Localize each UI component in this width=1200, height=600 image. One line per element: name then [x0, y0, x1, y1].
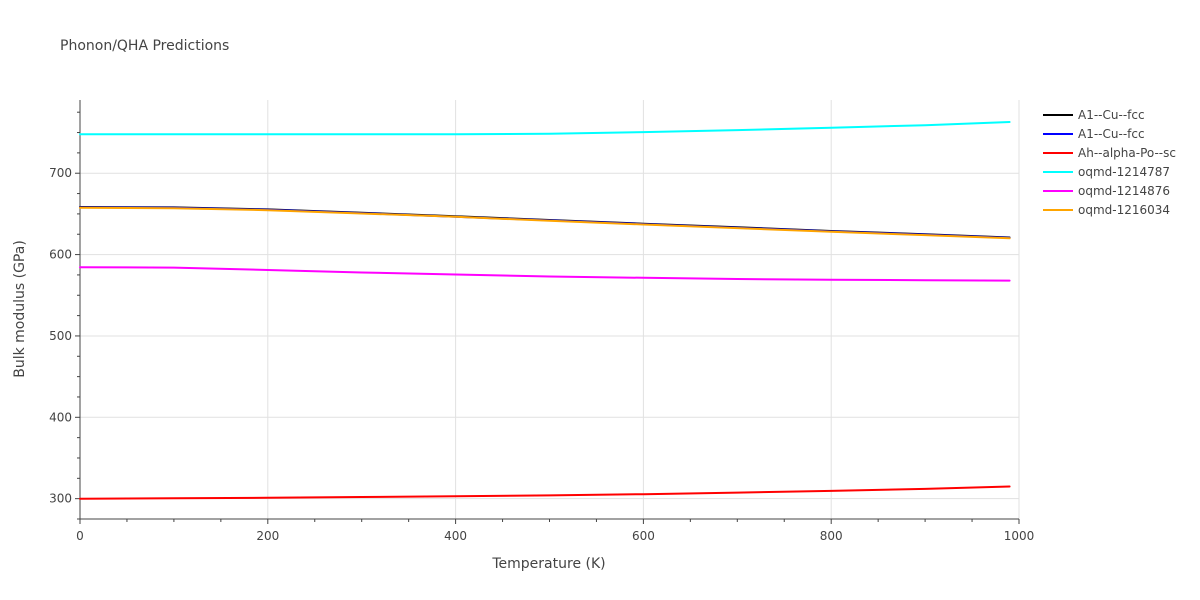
chart-title: Phonon/QHA Predictions — [60, 38, 229, 54]
x-axis-title: Temperature (K) — [491, 556, 605, 572]
series-layer — [79, 121, 1011, 500]
y-tick-label: 700 — [49, 166, 72, 180]
y-tick-label: 300 — [49, 492, 72, 506]
axes: 0 200 400 600 800 1000 300 400 500 600 700 — [49, 100, 1034, 543]
x-tick-label: 400 — [444, 529, 467, 543]
y-tick-label: 400 — [49, 410, 72, 424]
x-tick-label: 600 — [632, 529, 655, 543]
legend-label: oqmd-1214787 — [1078, 165, 1170, 179]
x-tick-label: 200 — [256, 529, 279, 543]
y-tick-label: 600 — [49, 248, 72, 262]
series-line-3 — [79, 485, 1011, 500]
series-line-5 — [79, 266, 1011, 282]
x-tick-label: 800 — [820, 529, 843, 543]
y-axis-title: Bulk modulus (GPa) — [12, 240, 28, 378]
legend-label: oqmd-1216034 — [1078, 203, 1170, 217]
y-tick-label: 500 — [49, 329, 72, 343]
legend-label: Ah--alpha-Po--sc — [1078, 146, 1176, 160]
series-line-6 — [79, 206, 1011, 240]
legend-label: A1--Cu--fcc — [1078, 108, 1145, 122]
grid — [80, 100, 1020, 519]
x-tick-label: 1000 — [1004, 529, 1035, 543]
x-tick-label: 0 — [76, 529, 84, 543]
legend: A1--Cu--fcc A1--Cu--fcc Ah--alpha-Po--sc oq… — [1043, 108, 1176, 217]
series-line-4 — [79, 121, 1011, 136]
legend-label: A1--Cu--fcc — [1078, 127, 1145, 141]
legend-label: oqmd-1214876 — [1078, 184, 1170, 198]
